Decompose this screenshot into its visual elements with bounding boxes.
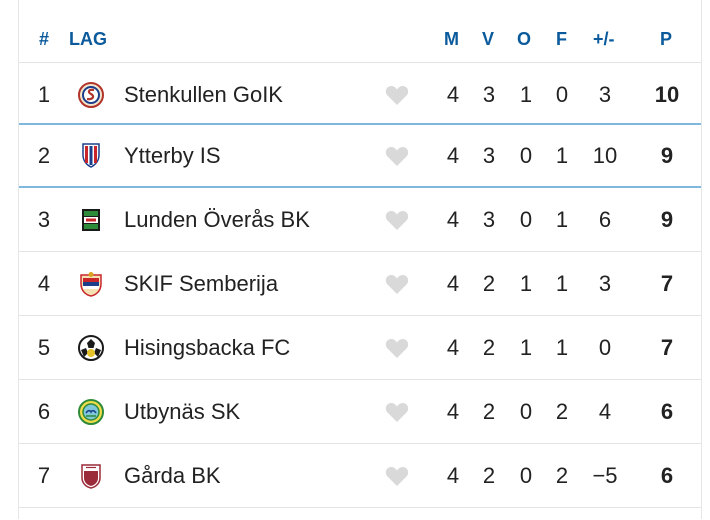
losses-cell: 1 [555,271,569,296]
draws-cell: 1 [519,82,533,107]
team-name[interactable]: Stenkullen GoIK [124,82,283,107]
team-name[interactable]: Lunden Överås BK [124,207,310,232]
table-row[interactable]: 6 Utbynäs SK 4 2 0 2 4 6 [19,379,701,444]
rank-cell: 7 [37,463,51,488]
goal-diff-cell: 0 [598,335,612,360]
team-name[interactable]: Ytterby IS [124,143,221,168]
draws-cell: 0 [519,143,533,168]
col-v-header[interactable]: V [482,29,495,49]
points-cell: 6 [660,463,674,488]
col-team-header[interactable]: LAG [69,29,107,49]
heart-icon[interactable] [385,84,409,106]
goal-diff-cell: 6 [598,207,612,232]
table-row[interactable]: 4 SKIF Semberija 4 2 1 1 3 7 [19,251,701,316]
table-row[interactable]: 5 Hisingsbacka FC 4 2 1 1 0 7 [19,315,701,380]
table-header: # LAG M V O F +/- P [19,0,701,62]
goal-diff-cell: 3 [598,271,612,296]
table-row[interactable]: 7 Gårda BK 4 2 0 2 −5 6 [19,443,701,508]
team-name[interactable]: Hisingsbacka FC [124,335,291,360]
heart-icon[interactable] [385,273,409,295]
heart-icon[interactable] [385,465,409,487]
lunden-crest-icon [82,209,100,231]
points-cell: 9 [660,207,674,232]
matches-cell: 4 [446,271,460,296]
garda-crest-icon [81,464,101,489]
standings-table: # LAG M V O F +/- P 1 Stenkullen GoIK 4 … [18,0,702,519]
col-rank-header: # [39,29,50,49]
wins-cell: 2 [482,399,496,424]
draws-cell: 0 [519,399,533,424]
wins-cell: 3 [482,143,496,168]
losses-cell: 1 [555,335,569,360]
heart-icon[interactable] [385,401,409,423]
points-cell: 7 [660,335,674,360]
goal-diff-cell: 10 [592,143,618,168]
team-name[interactable]: Utbynäs SK [124,399,241,424]
goal-diff-cell: 3 [598,82,612,107]
points-cell: 6 [660,399,674,424]
team-name[interactable]: SKIF Semberija [124,271,279,296]
heart-icon[interactable] [385,209,409,231]
col-f-header[interactable]: F [556,29,567,49]
draws-cell: 1 [519,271,533,296]
goal-diff-cell: −5 [592,463,618,488]
col-p-header[interactable]: P [660,29,673,49]
rank-cell: 1 [37,82,51,107]
stenkullen-crest-icon [78,82,104,108]
draws-cell: 0 [519,463,533,488]
draws-cell: 1 [519,335,533,360]
rank-cell: 4 [37,271,51,296]
matches-cell: 4 [446,463,460,488]
table-row-divider [19,507,701,520]
draws-cell: 0 [519,207,533,232]
points-cell: 7 [660,271,674,296]
col-diff-header[interactable]: +/- [593,29,615,49]
matches-cell: 4 [446,335,460,360]
hisingsbacka-crest-icon [78,335,104,361]
rank-cell: 5 [37,335,51,360]
losses-cell: 2 [555,399,569,424]
matches-cell: 4 [446,143,460,168]
losses-cell: 2 [555,463,569,488]
points-cell: 10 [654,82,680,107]
matches-cell: 4 [446,82,460,107]
wins-cell: 3 [482,82,496,107]
rank-cell: 2 [37,143,51,168]
table-row[interactable]: 3 Lunden Överås BK 4 3 0 1 6 9 [19,188,701,252]
table-row[interactable]: 1 Stenkullen GoIK 4 3 1 0 3 10 [19,62,701,127]
heart-icon[interactable] [385,145,409,167]
wins-cell: 2 [482,271,496,296]
losses-cell: 1 [555,207,569,232]
semberija-crest-icon [80,272,102,297]
ytterby-crest-icon [82,143,100,168]
matches-cell: 4 [446,399,460,424]
col-m-header[interactable]: M [444,29,459,49]
table-row[interactable]: 2 Ytterby IS 4 3 0 1 10 9 [19,123,701,188]
wins-cell: 3 [482,207,496,232]
matches-cell: 4 [446,207,460,232]
points-cell: 9 [660,143,674,168]
col-o-header[interactable]: O [517,29,532,49]
utbynas-crest-icon [78,399,104,425]
wins-cell: 2 [482,335,496,360]
wins-cell: 2 [482,463,496,488]
rank-cell: 6 [37,399,51,424]
team-name[interactable]: Gårda BK [124,463,221,488]
rank-cell: 3 [37,207,51,232]
losses-cell: 0 [555,82,569,107]
goal-diff-cell: 4 [598,399,612,424]
heart-icon[interactable] [385,337,409,359]
losses-cell: 1 [555,143,569,168]
